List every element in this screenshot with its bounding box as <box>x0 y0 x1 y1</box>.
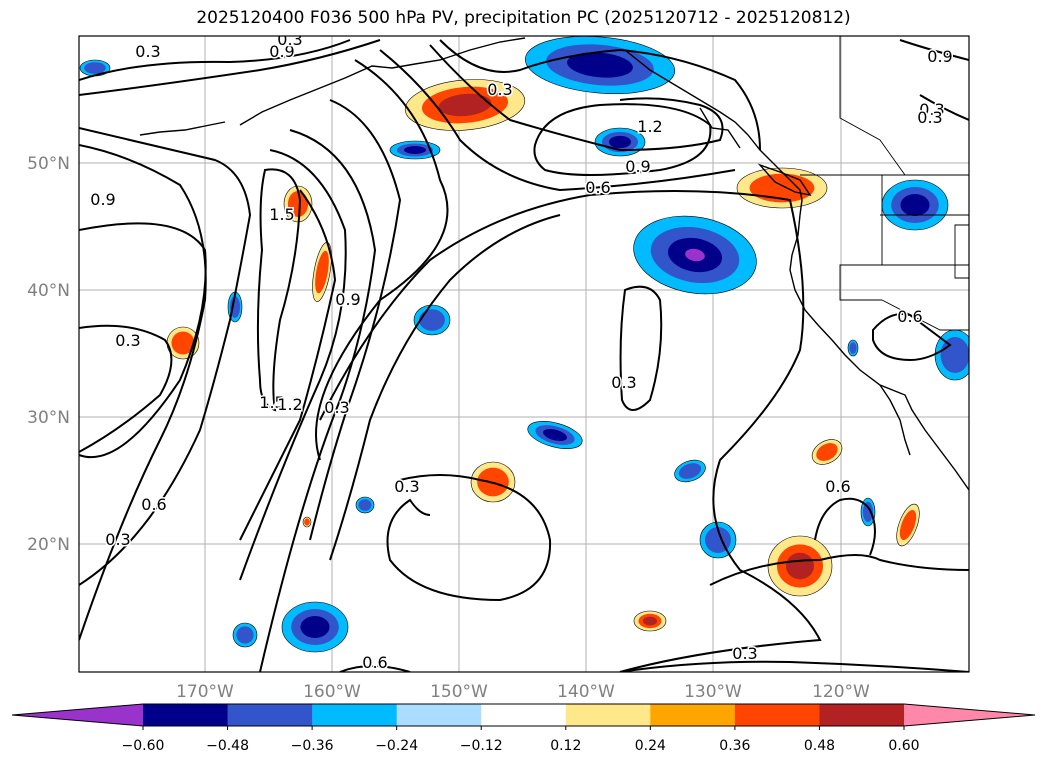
precip-blob <box>811 439 843 465</box>
longitude-tick-label: 130°W <box>684 682 742 702</box>
longitude-tick-label: 150°W <box>430 682 488 702</box>
precip-blob <box>79 59 111 77</box>
colorbar-tick-label: −0.48 <box>206 738 249 754</box>
colorbar-segment <box>650 704 736 726</box>
precip-blob <box>413 304 451 336</box>
longitude-tick-label: 160°W <box>303 682 361 702</box>
colorbar-tick-label: −0.24 <box>375 738 418 754</box>
precip-blob <box>524 36 676 94</box>
colorbar-extend-max <box>904 704 1035 726</box>
longitude-tick-label: 140°W <box>557 682 615 702</box>
map-frame <box>78 35 970 673</box>
contour-label: 0.6 <box>585 178 610 197</box>
contour-label: 0.3 <box>105 530 130 549</box>
colorbar: −0.60 −0.48 −0.36 −0.24 −0.12 0.12 0.24 0.36 0.4… <box>11 703 1036 754</box>
contour-label: 0.6 <box>141 495 166 514</box>
political-borders <box>800 36 969 331</box>
precip-blob <box>633 215 757 295</box>
colorbar-segment <box>819 704 905 726</box>
longitude-ticks: 170°W 160°W 150°W 140°W 130°W 120°W <box>176 682 870 702</box>
precip-blob <box>674 459 706 483</box>
precip-blob <box>355 496 375 514</box>
colorbar-tick-label: 0.12 <box>550 738 581 754</box>
latitude-tick-label: 50°N <box>27 154 70 174</box>
colorbar-tick-label: 0.48 <box>804 738 835 754</box>
map-area <box>79 36 969 672</box>
colorbar-tick-label: 0.36 <box>719 738 750 754</box>
contour-label: 0.3 <box>115 331 140 350</box>
gridlines <box>79 36 969 672</box>
contour-label: 1.2 <box>277 395 302 414</box>
contour-label: 0.9 <box>625 157 650 176</box>
colorbar-segment <box>227 704 313 726</box>
contour-label: 0.3 <box>732 644 757 663</box>
precip-blob <box>527 421 583 449</box>
contour-label: 0.3 <box>277 30 302 49</box>
precip-blob <box>847 339 859 357</box>
contour-label: 0.3 <box>394 477 419 496</box>
precip-blob <box>896 503 920 547</box>
colorbar-segment <box>312 704 398 726</box>
contour-labels: 0.3 0.90.30.90.31.20.90.60.60.30.91.50.30… <box>89 30 954 672</box>
contour-label: 0.9 <box>269 42 294 61</box>
map-title: 2025120400 F036 500 hPa PV, precipitatio… <box>196 8 851 28</box>
precip-blob <box>767 535 833 597</box>
precip-blob <box>736 167 828 209</box>
latitude-tick-label: 20°N <box>27 535 70 555</box>
pv-contours <box>79 39 969 672</box>
contour-label: 0.6 <box>897 307 922 326</box>
latitude-tick-label: 30°N <box>27 408 70 428</box>
colorbar-tick-label: −0.12 <box>460 738 503 754</box>
colorbar-tick-label: −0.36 <box>291 738 334 754</box>
coastlines <box>139 37 969 491</box>
precip-blob <box>404 79 526 131</box>
contour-label: 1.2 <box>637 117 662 136</box>
contour-label: 0.9 <box>927 47 952 66</box>
colorbar-extend-min <box>12 704 143 726</box>
contour-label: 1.5 <box>269 205 294 224</box>
precip-blob <box>302 516 312 528</box>
contour-label: 0.3 <box>611 373 636 392</box>
contour-label: 0.3 <box>919 100 944 119</box>
contour-label: 0.6 <box>825 477 850 496</box>
contour-label: 0.3 <box>324 398 349 417</box>
colorbar-tick-label: 0.24 <box>635 738 666 754</box>
precip-blob <box>283 185 313 223</box>
longitude-tick-label: 120°W <box>812 682 870 702</box>
contour-label: 0.9 <box>335 290 360 309</box>
precip-blob <box>633 610 667 632</box>
colorbar-tick-label: 0.60 <box>888 738 919 754</box>
latitude-ticks: 50°N 40°N 30°N 20°N <box>27 154 70 555</box>
contour-label: 1.5 <box>259 393 284 412</box>
colorbar-segment <box>143 704 229 726</box>
precip-anomaly-layer <box>79 36 969 653</box>
contour-label: 0.3 <box>135 42 160 61</box>
precip-blob <box>881 179 949 231</box>
contour-label: 0.3 <box>917 108 942 127</box>
longitude-tick-label: 170°W <box>176 682 234 702</box>
contour-label: 0.6 <box>362 653 387 672</box>
latitude-tick-label: 40°N <box>27 281 70 301</box>
colorbar-tick-label: −0.60 <box>122 738 165 754</box>
contour-label: 0.9 <box>90 190 115 209</box>
precip-blob <box>281 601 349 653</box>
colorbar-segment <box>565 704 651 726</box>
contour-label: 0.3 <box>487 80 512 99</box>
precip-blob <box>232 622 258 648</box>
colorbar-segment <box>734 704 820 726</box>
colorbar-segment <box>481 704 567 726</box>
colorbar-segment <box>396 704 482 726</box>
